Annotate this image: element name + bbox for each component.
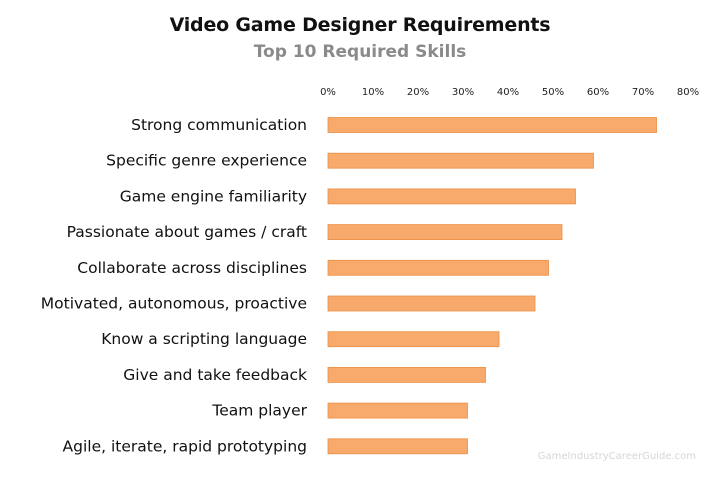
category-label: Give and take feedback bbox=[123, 366, 307, 384]
x-tick-label: 60% bbox=[587, 87, 609, 98]
chart-subtitle: Top 10 Required Skills bbox=[253, 42, 467, 62]
bar bbox=[327, 295, 536, 312]
bar bbox=[327, 117, 657, 133]
category-labels: Strong communication Specific genre exper… bbox=[41, 116, 308, 455]
category-label: Passionate about games / craft bbox=[67, 223, 307, 241]
chart-title: Video Game Designer Requirements bbox=[169, 14, 551, 36]
x-tick-label: 30% bbox=[452, 87, 474, 98]
bar bbox=[327, 188, 576, 205]
category-label: Know a scripting language bbox=[101, 330, 307, 348]
x-tick-label: 20% bbox=[407, 87, 429, 98]
x-tick-label: 10% bbox=[362, 87, 384, 98]
category-label: Strong communication bbox=[131, 116, 307, 134]
bar bbox=[327, 402, 468, 419]
category-label: Motivated, autonomous, proactive bbox=[41, 295, 307, 313]
x-axis: 0% 10% 20% 30% 40% 50% 60% 70% 80% bbox=[320, 87, 699, 98]
bar bbox=[327, 331, 500, 348]
category-label: Collaborate across disciplines bbox=[77, 259, 307, 277]
category-label: Specific genre experience bbox=[106, 152, 307, 170]
watermark: GameIndustryCareerGuide.com bbox=[537, 451, 696, 462]
x-tick-label: 50% bbox=[542, 87, 564, 98]
category-label: Team player bbox=[211, 402, 307, 420]
bar bbox=[327, 224, 563, 241]
bar bbox=[327, 438, 468, 455]
bar bbox=[327, 366, 486, 383]
x-tick-label: 40% bbox=[497, 87, 519, 98]
category-label: Agile, iterate, rapid prototyping bbox=[63, 437, 307, 455]
category-label: Game engine familiarity bbox=[120, 187, 307, 205]
x-tick-label: 0% bbox=[320, 87, 336, 98]
bar bbox=[327, 259, 549, 276]
bar bbox=[327, 152, 594, 169]
x-tick-label: 70% bbox=[632, 87, 654, 98]
x-tick-label: 80% bbox=[677, 87, 699, 98]
bars bbox=[327, 117, 657, 455]
